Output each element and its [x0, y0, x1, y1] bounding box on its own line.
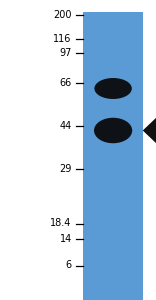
Text: 29: 29 [59, 164, 72, 175]
Text: 200: 200 [53, 10, 72, 20]
Text: 66: 66 [59, 77, 72, 88]
Text: 44: 44 [59, 121, 72, 131]
Bar [83, 12, 143, 300]
Ellipse shape [94, 118, 132, 143]
Text: 18.4: 18.4 [50, 218, 72, 229]
Text: 6: 6 [66, 260, 72, 271]
Ellipse shape [94, 78, 132, 99]
Polygon shape [143, 118, 156, 143]
Text: 97: 97 [59, 47, 72, 58]
Text: 116: 116 [53, 34, 72, 44]
Text: 14: 14 [59, 233, 72, 244]
